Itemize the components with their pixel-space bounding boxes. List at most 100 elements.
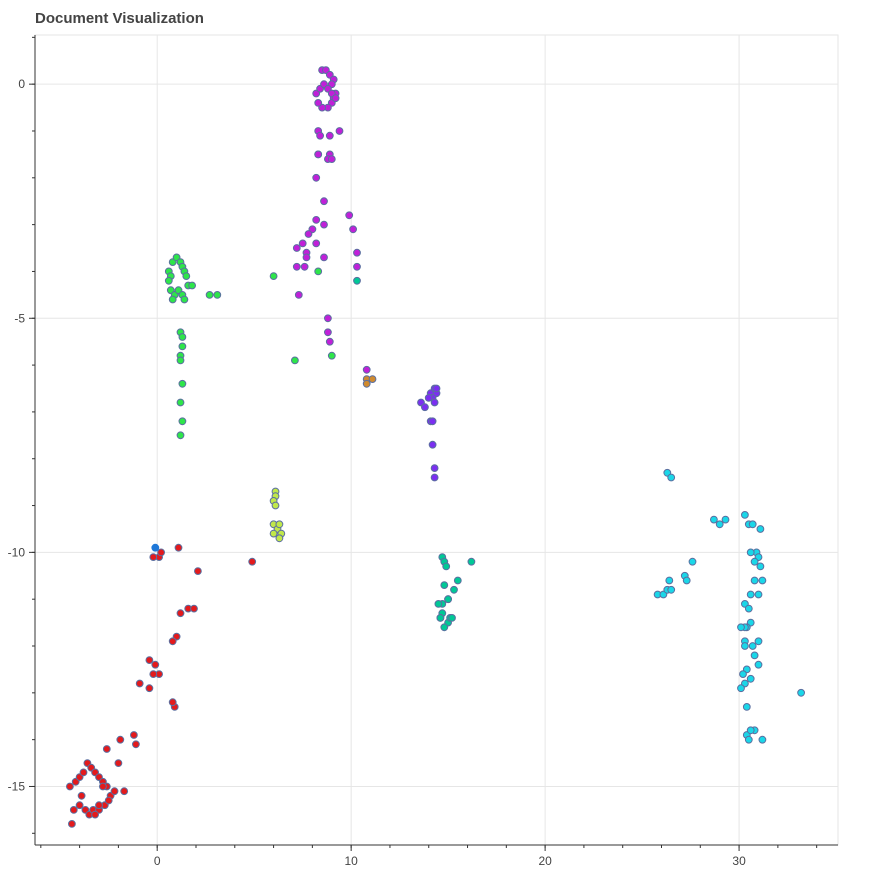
data-point bbox=[756, 562, 765, 571]
data-point bbox=[756, 525, 765, 533]
data-point bbox=[271, 501, 280, 510]
series-6 bbox=[362, 375, 377, 388]
data-point bbox=[721, 515, 730, 524]
data-point bbox=[421, 403, 429, 412]
data-point bbox=[79, 768, 88, 777]
data-point bbox=[748, 520, 757, 529]
data-point bbox=[168, 637, 177, 646]
series-8 bbox=[653, 468, 805, 744]
data-point bbox=[665, 576, 674, 585]
data-point bbox=[448, 614, 456, 622]
data-point bbox=[436, 614, 445, 622]
data-point bbox=[737, 684, 745, 693]
data-point bbox=[739, 670, 747, 678]
data-point bbox=[325, 131, 334, 140]
data-point bbox=[430, 464, 439, 473]
data-point bbox=[467, 557, 476, 566]
data-point bbox=[331, 94, 340, 103]
data-point bbox=[746, 674, 755, 683]
data-point bbox=[69, 806, 78, 814]
data-point bbox=[710, 515, 718, 524]
data-point bbox=[248, 557, 257, 566]
data-point bbox=[314, 150, 323, 159]
data-point bbox=[320, 220, 328, 229]
data-point bbox=[744, 604, 753, 613]
data-point bbox=[291, 356, 299, 365]
data-point bbox=[135, 679, 144, 688]
y-tick-label: 0 bbox=[18, 77, 25, 91]
chart-title: Document Visualization bbox=[35, 10, 204, 27]
data-point bbox=[362, 365, 371, 374]
series-4 bbox=[292, 66, 371, 374]
series-5 bbox=[417, 384, 441, 482]
data-point bbox=[797, 688, 805, 697]
data-point bbox=[754, 590, 763, 599]
data-point bbox=[275, 520, 284, 529]
data-point bbox=[428, 417, 437, 426]
data-point bbox=[176, 356, 185, 365]
data-point bbox=[66, 782, 74, 791]
data-point bbox=[151, 543, 160, 552]
data-point bbox=[324, 328, 332, 337]
data-point bbox=[750, 557, 759, 566]
data-point bbox=[151, 660, 160, 669]
data-point bbox=[178, 333, 187, 341]
data-point bbox=[75, 801, 84, 810]
data-point bbox=[316, 131, 325, 140]
data-point bbox=[430, 473, 439, 482]
data-point bbox=[744, 735, 753, 744]
data-point bbox=[312, 239, 321, 248]
data-point bbox=[178, 379, 187, 388]
data-point bbox=[320, 197, 328, 206]
data-point bbox=[95, 801, 103, 810]
series-0 bbox=[66, 543, 257, 828]
data-point bbox=[99, 782, 107, 791]
data-point bbox=[176, 431, 185, 440]
data-point bbox=[314, 99, 323, 107]
data-point bbox=[349, 225, 358, 234]
data-point bbox=[178, 342, 187, 351]
data-point bbox=[205, 291, 214, 299]
data-point bbox=[104, 796, 113, 805]
data-point bbox=[77, 791, 86, 800]
data-point bbox=[432, 384, 441, 393]
data-point bbox=[292, 244, 301, 252]
data-point bbox=[68, 820, 76, 828]
data-point bbox=[430, 398, 439, 407]
data-point bbox=[298, 239, 307, 248]
data-point bbox=[353, 262, 361, 271]
data-point bbox=[434, 600, 443, 608]
data-point bbox=[748, 642, 757, 650]
data-point bbox=[182, 272, 191, 281]
data-point bbox=[324, 314, 332, 323]
data-point bbox=[120, 787, 129, 796]
data-point bbox=[130, 731, 138, 739]
x-tick-label: 0 bbox=[154, 854, 161, 868]
data-point bbox=[275, 534, 284, 543]
data-point bbox=[327, 155, 336, 164]
data-point bbox=[741, 642, 749, 650]
data-point bbox=[145, 656, 154, 664]
data-point bbox=[682, 576, 691, 585]
data-point bbox=[715, 520, 724, 529]
data-point bbox=[453, 576, 462, 585]
data-point bbox=[442, 562, 451, 571]
axes: 0 10 20 30 0 -5 -10 -15 bbox=[8, 35, 838, 868]
data-point bbox=[168, 698, 177, 707]
data-point bbox=[116, 735, 125, 744]
data-point bbox=[145, 684, 154, 693]
data-point bbox=[164, 276, 173, 285]
data-point bbox=[746, 548, 755, 557]
data-point bbox=[754, 660, 763, 669]
data-point bbox=[353, 276, 361, 285]
data-point bbox=[269, 272, 278, 281]
data-point bbox=[213, 291, 222, 299]
x-tick-label: 10 bbox=[344, 854, 358, 868]
data-point bbox=[110, 787, 119, 796]
data-point bbox=[102, 745, 111, 753]
data-point bbox=[741, 511, 749, 519]
data-point bbox=[327, 351, 336, 360]
data-point bbox=[304, 230, 313, 238]
data-point bbox=[428, 440, 437, 449]
